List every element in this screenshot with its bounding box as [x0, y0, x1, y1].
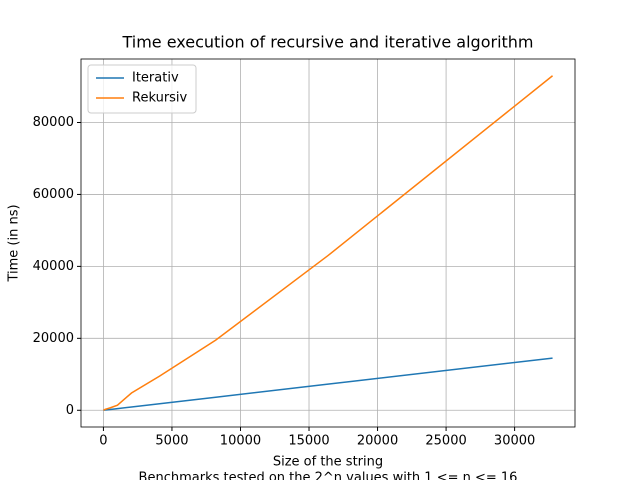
legend-label: Rekursiv — [132, 91, 188, 106]
series-line — [103, 75, 554, 411]
x-tick-label: 30000 — [494, 434, 535, 449]
legend-box — [87, 64, 197, 114]
plot-frame — [80, 58, 576, 428]
y-tick-label: 0 — [66, 403, 74, 418]
y-tick-label: 80000 — [33, 115, 74, 130]
x-tick-label: 20000 — [357, 434, 398, 449]
x-tick-label: 0 — [99, 434, 107, 449]
x-axis-label: Size of the string — [273, 455, 383, 470]
caption: Benchmarks tested on the 2^n values with… — [139, 471, 518, 480]
x-tick-label: 10000 — [220, 434, 261, 449]
x-tick-label: 15000 — [288, 434, 329, 449]
x-tick-label: 5000 — [155, 434, 188, 449]
legend-label: Iterativ — [132, 71, 179, 86]
y-tick-label: 40000 — [33, 259, 74, 274]
y-tick-label: 20000 — [33, 331, 74, 346]
chart-title: Time execution of recursive and iterativ… — [121, 33, 533, 52]
x-tick-label: 25000 — [425, 434, 466, 449]
y-axis-label: Time (in ns) — [7, 204, 22, 282]
y-tick-label: 60000 — [33, 187, 74, 202]
